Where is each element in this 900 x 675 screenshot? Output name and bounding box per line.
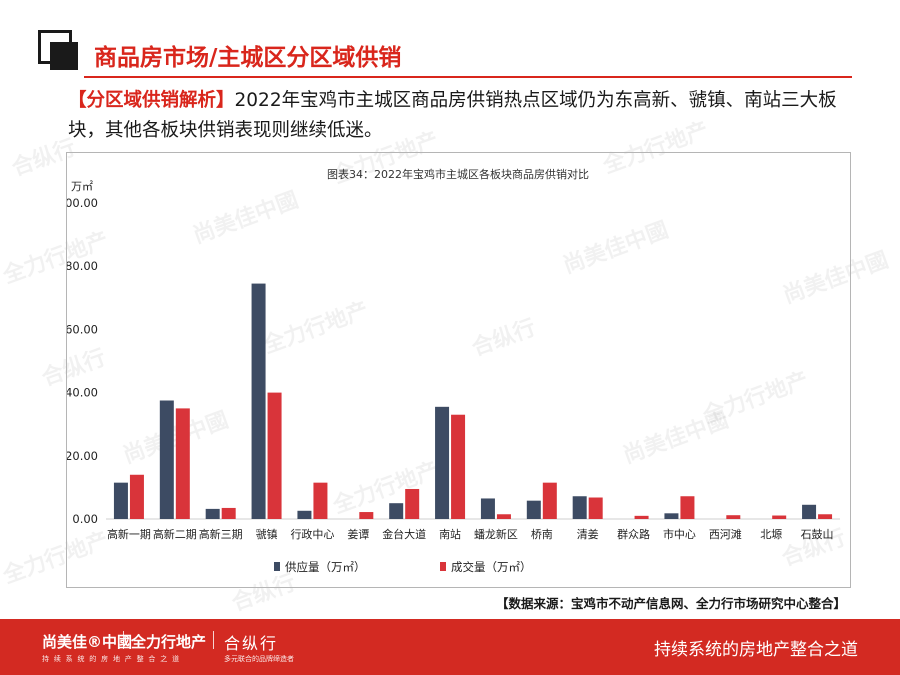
bar-sales xyxy=(772,515,787,519)
y-tick-label: 0.00 xyxy=(72,512,98,526)
x-tick-label: 高新三期 xyxy=(199,527,243,541)
header-square-fill xyxy=(50,42,78,70)
bar-supply xyxy=(205,508,220,519)
x-tick-label: 金台大道 xyxy=(382,527,426,541)
footer-slogan: 持续系统的房地产整合之道 xyxy=(654,640,858,660)
brand-logo-hezongxing: 合纵行 xyxy=(224,634,279,653)
bar-supply xyxy=(389,503,404,519)
legend-label: 成交量（万㎡） xyxy=(451,560,532,574)
intro-paragraph: 【分区域供销解析】2022年宝鸡市主城区商品房供销热点区域仍为东高新、虢镇、南站… xyxy=(68,86,848,146)
bar-sales xyxy=(129,474,144,519)
brand-logo-shangmeijia: 尚美佳®中國 xyxy=(42,633,133,651)
brand-subtitle: 持 续 系 统 的 房 地 产 整 合 之 道 xyxy=(42,655,181,663)
footer-bar: 尚美佳®中國 持 续 系 统 的 房 地 产 整 合 之 道 全力行地产 合纵行… xyxy=(0,619,900,675)
x-tick-label: 石鼓山 xyxy=(801,527,834,541)
bar-sales xyxy=(267,392,282,519)
y-tick-label: 100.00 xyxy=(67,196,98,210)
legend-swatch xyxy=(274,562,280,571)
bar-sales xyxy=(221,507,236,519)
x-tick-label: 蟠龙新区 xyxy=(474,527,518,541)
bar-supply xyxy=(802,504,817,519)
x-tick-label: 高新二期 xyxy=(153,527,197,541)
bar-supply xyxy=(435,406,450,519)
bar-sales xyxy=(451,414,466,519)
bar-sales xyxy=(542,482,557,519)
bar-supply xyxy=(572,496,587,519)
brand-subtitle: 多元联合的品牌缔造者 xyxy=(224,655,294,663)
footer-divider xyxy=(213,631,214,649)
bar-sales xyxy=(588,497,603,519)
brand-logo-quanlixing: 全力行地产 xyxy=(131,633,207,651)
bar-sales xyxy=(359,512,374,519)
x-tick-label: 西河滩 xyxy=(709,527,742,541)
bar-sales xyxy=(175,408,190,519)
title-underline xyxy=(84,76,852,78)
x-tick-label: 姜谭 xyxy=(347,527,369,541)
data-source: 【数据来源：宝鸡市不动产信息网、全力行市场研究中心整合】 xyxy=(496,596,847,611)
x-tick-label: 虢镇 xyxy=(256,527,278,541)
intro-text: 2022年宝鸡市主城区商品房供销热点区域仍为东高新、虢镇、南站三大板块，其他各板… xyxy=(68,90,837,141)
chart-title: 图表34：2022年宝鸡市主城区各板块商品房供销对比 xyxy=(327,167,589,181)
bar-supply xyxy=(251,283,266,519)
x-tick-label: 市中心 xyxy=(663,527,696,541)
y-tick-label: 20.00 xyxy=(67,449,98,463)
y-axis-unit: 万㎡ xyxy=(71,180,93,193)
legend-swatch xyxy=(440,562,446,571)
bar-sales xyxy=(496,514,511,519)
bar-sales xyxy=(405,488,420,519)
bar-supply xyxy=(297,510,312,519)
bar-supply xyxy=(159,400,174,519)
page-title: 商品房市场/主城区分区域供销 xyxy=(94,45,402,71)
x-tick-label: 南站 xyxy=(439,527,461,541)
bar-sales xyxy=(313,482,328,519)
x-tick-label: 桥南 xyxy=(531,528,553,541)
x-tick-label: 群众路 xyxy=(617,527,650,541)
intro-tag: 【分区域供销解析】 xyxy=(68,90,235,111)
bar-sales xyxy=(634,515,649,519)
x-tick-label: 北塬 xyxy=(760,528,782,541)
legend-label: 供应量（万㎡） xyxy=(285,560,366,574)
y-tick-label: 80.00 xyxy=(67,259,98,273)
bar-sales xyxy=(726,515,741,519)
bar-supply xyxy=(526,500,541,519)
y-tick-label: 40.00 xyxy=(67,386,98,400)
bar-sales xyxy=(680,496,695,519)
y-tick-label: 60.00 xyxy=(67,322,98,336)
bar-sales xyxy=(818,514,833,519)
footer-divider xyxy=(123,631,124,649)
bar-supply xyxy=(113,482,128,519)
bar-supply xyxy=(480,498,495,519)
chart-container: 图表34：2022年宝鸡市主城区各板块商品房供销对比万㎡ 0.00 20.00 40.… xyxy=(66,152,851,588)
bar-supply xyxy=(664,513,679,519)
x-tick-label: 清姜 xyxy=(577,527,599,541)
x-tick-label: 行政中心 xyxy=(290,527,334,541)
x-tick-label: 高新一期 xyxy=(107,527,151,541)
